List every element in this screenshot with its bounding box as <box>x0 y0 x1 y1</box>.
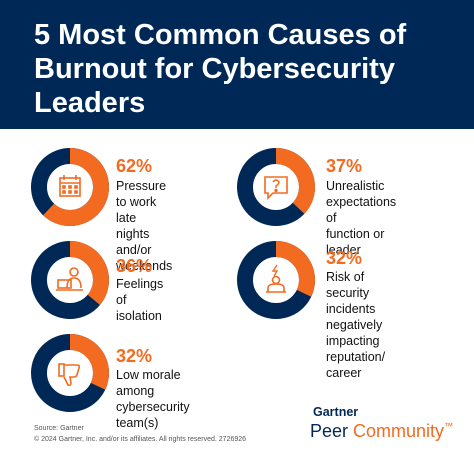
stat-description: Feelings of isolation <box>116 277 164 323</box>
stat-percent: 32% <box>116 346 153 366</box>
donut-chart <box>31 148 109 226</box>
donut-chart <box>31 334 109 412</box>
donut-arc <box>31 241 109 319</box>
stat-description: Pressure to work late nights and/or week… <box>116 179 173 273</box>
header-banner: 5 Most Common Causes of Burnout for Cybe… <box>0 0 474 129</box>
question-bubble-icon <box>264 176 288 200</box>
stat-percent: 37% <box>326 156 363 176</box>
copyright-text: © 2024 Gartner, Inc. and/or its affiliat… <box>34 436 247 443</box>
donut-arc <box>31 334 109 412</box>
donut-chart <box>237 148 315 226</box>
source-text: Source: Gartner <box>34 425 84 432</box>
stat-description: Low morale among cybersecurity team(s) <box>116 368 190 430</box>
donut-arc <box>31 148 109 226</box>
donut-chart <box>237 241 315 319</box>
donut-arc <box>237 241 315 319</box>
page-title: 5 Most Common Causes of Burnout for Cybe… <box>34 19 407 119</box>
stat-percent: 62% <box>116 156 153 176</box>
stat-description: Risk of security incidents negatively im… <box>326 270 386 380</box>
stat-description: Unrealistic expectations of function or … <box>326 179 397 257</box>
stat-percent: 32% <box>326 248 363 268</box>
source-note: Source: Gartner © 2024 Gartner, Inc. and… <box>34 423 246 445</box>
stat-percent: 36% <box>116 256 153 276</box>
alert-person-icon <box>266 264 286 293</box>
person-at-laptop-icon <box>56 267 83 291</box>
thumbs-down-icon <box>58 363 81 387</box>
calendar-icon <box>59 175 81 197</box>
peer-community-logo: Peer Community™ <box>310 421 454 441</box>
donut-chart <box>31 241 109 319</box>
gartner-logo: Gartner <box>313 405 359 419</box>
donut-arc <box>237 148 315 226</box>
